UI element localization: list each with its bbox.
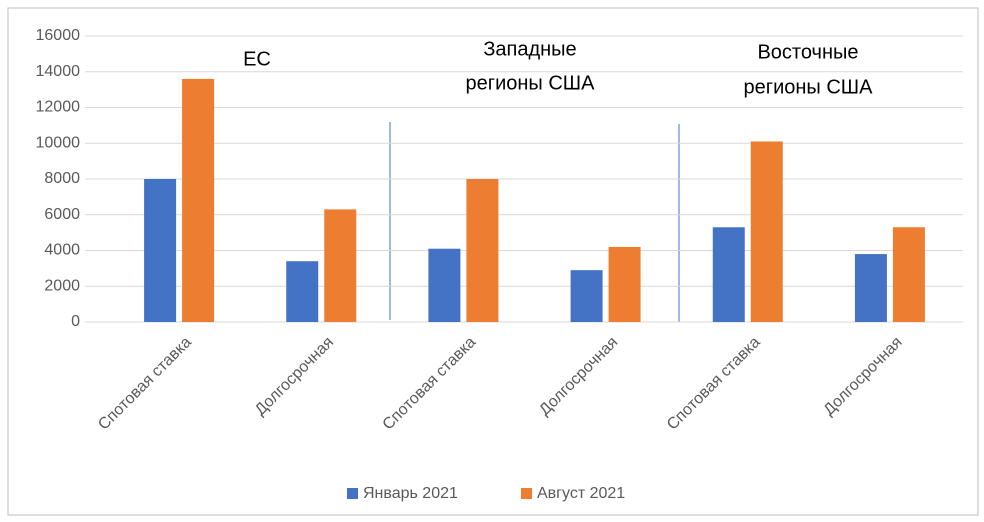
y-tick-label: 6000 bbox=[44, 206, 80, 223]
legend-swatch bbox=[521, 488, 532, 499]
group-label: ЕС bbox=[243, 48, 271, 70]
bar bbox=[466, 179, 499, 322]
group-label: Западные bbox=[483, 38, 576, 60]
bar bbox=[324, 209, 357, 322]
y-tick-label: 10000 bbox=[36, 134, 81, 151]
bar bbox=[144, 179, 177, 322]
bar bbox=[182, 78, 215, 323]
y-tick-label: 12000 bbox=[36, 99, 81, 116]
y-tick-label: 2000 bbox=[44, 277, 80, 294]
group-label: регионы США bbox=[466, 72, 596, 94]
bar bbox=[892, 227, 925, 322]
y-tick-label: 8000 bbox=[44, 170, 80, 187]
bar bbox=[570, 270, 603, 322]
bar bbox=[854, 254, 887, 322]
group-label: регионы США bbox=[744, 76, 874, 98]
legend-label: Январь 2021 bbox=[363, 485, 458, 502]
bar bbox=[608, 246, 641, 322]
bar bbox=[712, 227, 745, 322]
legend-swatch bbox=[347, 488, 358, 499]
legend-label: Август 2021 bbox=[537, 485, 625, 502]
bar bbox=[750, 141, 783, 322]
y-tick-label: 16000 bbox=[36, 27, 81, 44]
bar bbox=[428, 248, 461, 322]
y-tick-label: 14000 bbox=[36, 63, 81, 80]
group-label: Восточные bbox=[757, 41, 858, 63]
y-tick-label: 0 bbox=[71, 313, 80, 330]
y-tick-label: 4000 bbox=[44, 242, 80, 259]
bar bbox=[286, 261, 319, 322]
